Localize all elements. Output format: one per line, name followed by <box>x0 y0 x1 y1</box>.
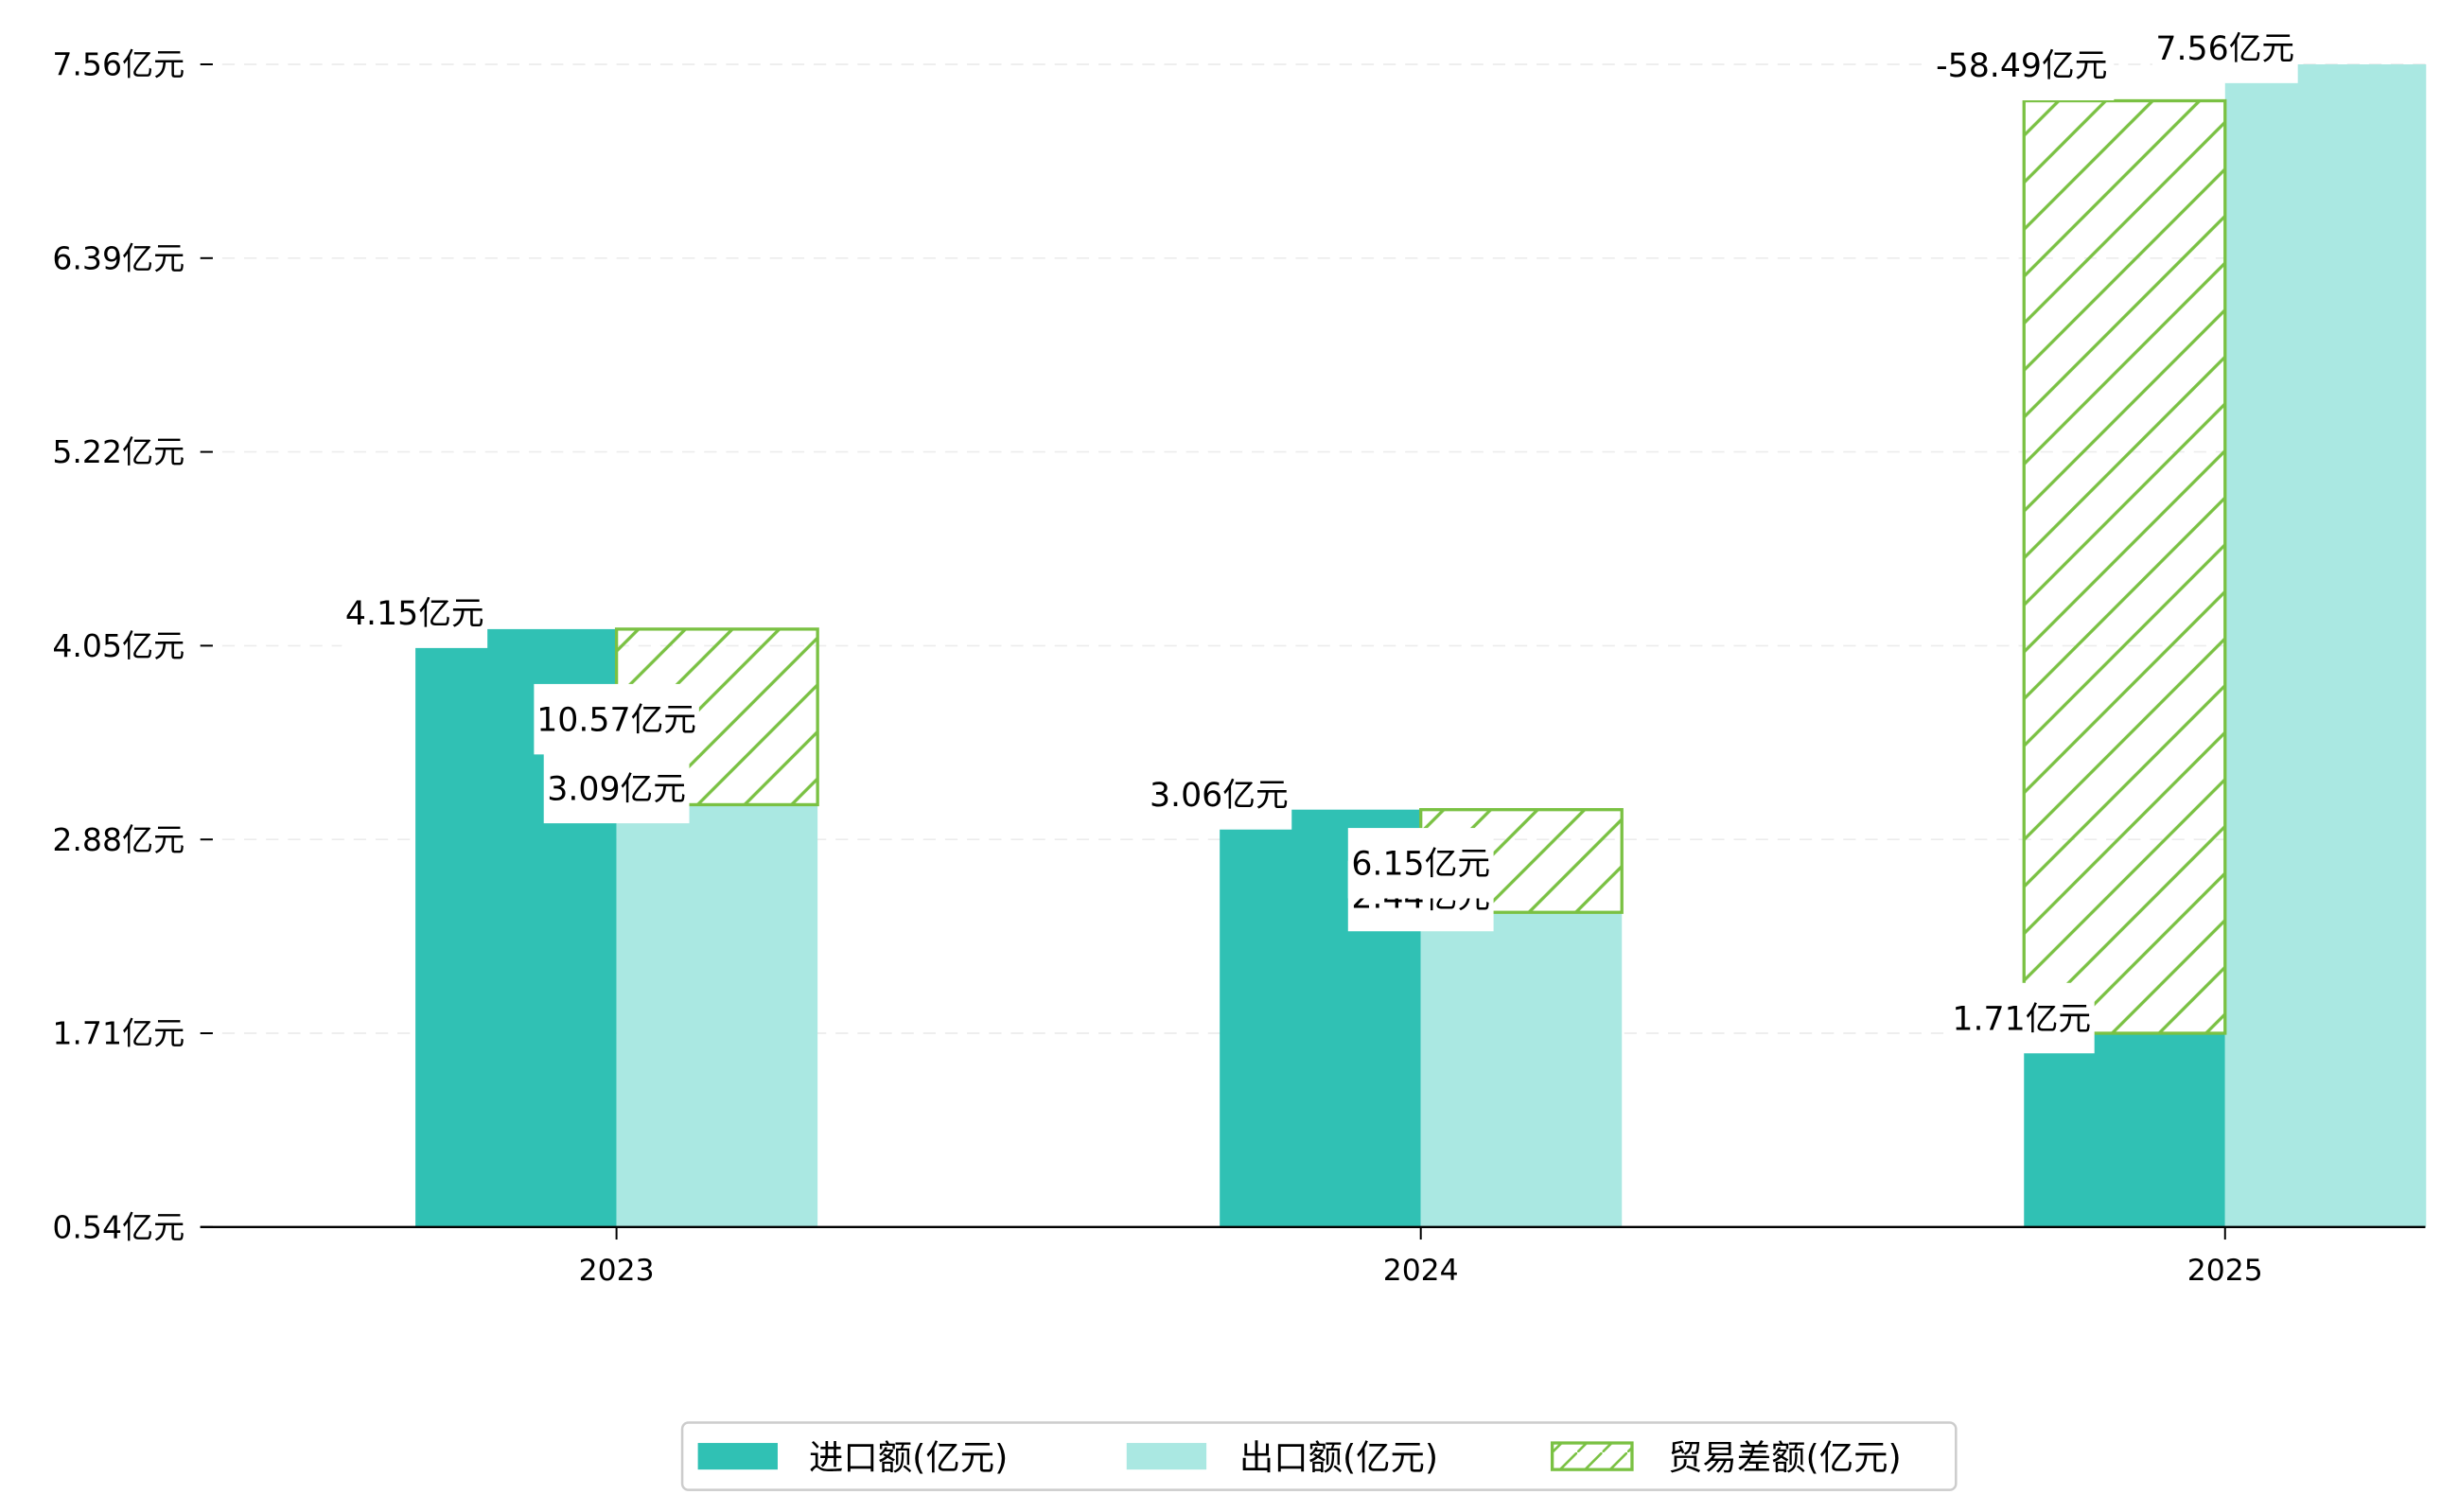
y-tick-label: 5.22亿元 <box>52 433 184 470</box>
legend-swatch <box>697 1443 778 1470</box>
legend-label: 进口额(亿元) <box>809 1437 1008 1478</box>
label-trade-balance-box <box>1347 828 1494 899</box>
legend: 进口额(亿元) 出口额(亿元) 贸易差额(亿元) <box>680 1421 1958 1491</box>
bar-trade-balance <box>2022 98 2227 1035</box>
y-tick-label: 1.71亿元 <box>52 1015 184 1052</box>
label-export: 7.56亿元 <box>2155 30 2294 68</box>
legend-swatch-trade-balance <box>1550 1441 1634 1471</box>
legend-swatch <box>1126 1443 1207 1470</box>
label-import: 3.06亿元 <box>1150 777 1289 815</box>
label-export-box <box>543 752 690 824</box>
label-import-box <box>342 577 488 648</box>
legend-box <box>680 1421 1958 1491</box>
label-trade-balance-box <box>1929 29 2115 101</box>
label-trade-balance-box <box>534 683 699 755</box>
y-tick-label: 2.88亿元 <box>52 821 184 858</box>
y-tick-label: 7.56亿元 <box>52 46 184 83</box>
bar-import <box>2024 1033 2225 1227</box>
y-tick-label: 0.54亿元 <box>52 1208 184 1245</box>
label-import: 1.71亿元 <box>1952 1000 2091 1038</box>
axes: 0.54亿元 1.71亿元 2.88亿元 4.05亿元 5.22亿元 6.39亿元 7.56… <box>52 46 2426 1288</box>
label-export: 3.09亿元 <box>547 770 686 808</box>
x-tick-label: 2025 <box>2187 1254 2263 1288</box>
legend-label: 出口额(亿元) <box>1239 1437 1438 1478</box>
label-trade-balance: -58.49亿元 <box>1936 47 2107 85</box>
label-import-box <box>1146 759 1292 830</box>
bars <box>415 64 2427 1227</box>
bar-export <box>1420 912 1623 1227</box>
label-trade-balance: 10.57亿元 <box>536 702 696 740</box>
bar-export <box>2224 64 2427 1227</box>
data-labels: 3.09亿元2.44亿元7.56亿元4.15亿元3.06亿元1.71亿元10.5… <box>342 12 2298 1054</box>
label-trade-balance: 6.15亿元 <box>1351 846 1490 884</box>
label-export-box <box>2151 12 2298 83</box>
x-tick-label: 2024 <box>1383 1254 1459 1288</box>
y-tick-label: 6.39亿元 <box>52 239 184 276</box>
legend-label: 贸易差额(亿元) <box>1668 1437 1902 1478</box>
label-import-box <box>1948 982 2095 1054</box>
x-tick-label: 2023 <box>579 1254 655 1288</box>
y-tick-label: 4.05亿元 <box>52 627 184 664</box>
label-import: 4.15亿元 <box>345 595 484 633</box>
bar-export <box>616 804 818 1227</box>
